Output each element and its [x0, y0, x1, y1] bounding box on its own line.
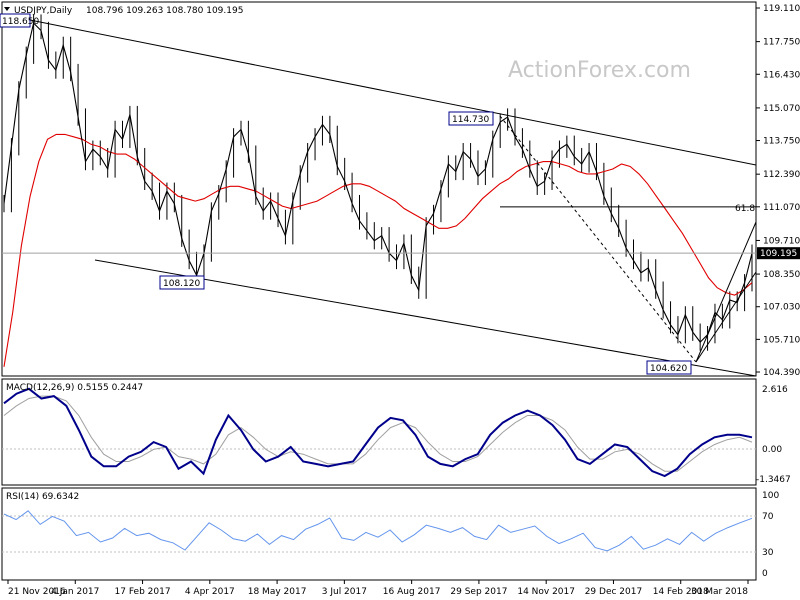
price-tick-label: 112.390 [763, 170, 800, 180]
macd-panel[interactable]: MACD(12,26,9) 0.5155 0.2447 [1, 378, 757, 486]
time-tick-label: 4 Apr 2017 [185, 587, 235, 597]
moving-average-line [3, 133, 753, 367]
price-tick-label: 113.750 [763, 137, 800, 147]
svg-text:118.650: 118.650 [2, 17, 39, 27]
price-line [3, 22, 753, 343]
dashed-trend-line[interactable] [499, 115, 697, 363]
svg-text:0.00: 0.00 [762, 445, 782, 455]
upper-channel-line[interactable] [29, 19, 757, 166]
price-tick-label: 117.750 [763, 38, 800, 48]
price-axis: 119.110 117.750 116.430 115.070 113.750 112.3… [756, 4, 800, 378]
label-104-620: 104.620 [646, 360, 692, 375]
time-tick-label: 16 Aug 2017 [383, 587, 441, 597]
price-tick-label: 108.350 [763, 270, 800, 280]
time-tick-label: 4 Jan 2017 [51, 587, 99, 597]
time-tick-label: 14 Feb 2018 [653, 587, 709, 597]
time-tick-label: 29 Dec 2017 [585, 587, 643, 597]
time-tick-label: 21 Nov 2016 [8, 587, 66, 597]
rising-channel-upper[interactable] [695, 221, 757, 363]
macd-signal-line [3, 395, 753, 472]
macd-title: MACD(12,26,9) 0.5155 0.2447 [6, 383, 143, 393]
symbol-label: USDJPY,Daily [14, 6, 73, 16]
time-tick-label: 3 Jul 2017 [322, 587, 367, 597]
price-tick-label: 105.710 [763, 335, 800, 345]
triangle-down-icon[interactable] [4, 7, 10, 11]
rsi-axis: 100 70 30 0 [762, 491, 779, 579]
rsi-title: RSI(14) 69.6342 [6, 492, 79, 502]
lower-channel-line[interactable] [94, 259, 757, 377]
current-price-tag: 109.195 [757, 247, 800, 260]
rising-channel-lower[interactable] [695, 271, 757, 363]
svg-text:104.620: 104.620 [650, 364, 687, 374]
price-tick-label: 107.030 [763, 303, 800, 313]
time-tick-label: 18 May 2017 [248, 587, 307, 597]
price-tick-label: 116.430 [763, 70, 800, 80]
time-tick-label: 30 Mar 2018 [691, 587, 748, 597]
svg-text:70: 70 [762, 512, 774, 522]
watermark: ActionForex.com [508, 58, 691, 83]
rsi-panel[interactable]: RSI(14) 69.6342 [1, 487, 757, 581]
time-tick-label: 29 Sep 2017 [450, 587, 507, 597]
ohlc-values: 108.796 109.263 108.780 109.195 [86, 6, 243, 16]
price-tick-label: 115.070 [763, 104, 800, 114]
svg-text:109.195: 109.195 [760, 249, 797, 259]
label-118-650: 118.650 [0, 13, 39, 28]
rsi-line [3, 510, 753, 552]
macd-axis: 2.616 0.00 -1.3467 [756, 385, 791, 485]
price-panel[interactable]: ActionForex.com 118.650 114.730 108.120 … [0, 1, 757, 377]
fib-label: 61.8 [735, 204, 755, 214]
label-114-730: 114.730 [448, 111, 494, 126]
time-tick-label: 14 Nov 2017 [517, 587, 575, 597]
price-tick-label: 109.710 [763, 236, 800, 246]
svg-text:114.730: 114.730 [452, 115, 489, 125]
price-tick-label: 119.110 [763, 4, 800, 14]
price-tick-label: 104.390 [763, 368, 800, 378]
svg-text:100: 100 [762, 491, 779, 501]
label-108-120: 108.120 [159, 275, 205, 290]
svg-text:108.120: 108.120 [163, 279, 200, 289]
chart-header: USDJPY,Daily 108.796 109.263 108.780 109… [4, 6, 243, 16]
svg-text:-1.3467: -1.3467 [756, 475, 791, 485]
time-tick-label: 17 Feb 2017 [115, 587, 171, 597]
svg-text:0: 0 [762, 569, 768, 579]
svg-text:30: 30 [762, 548, 774, 558]
svg-text:2.616: 2.616 [762, 385, 788, 395]
macd-line [3, 387, 753, 478]
price-tick-label: 111.070 [763, 203, 800, 213]
